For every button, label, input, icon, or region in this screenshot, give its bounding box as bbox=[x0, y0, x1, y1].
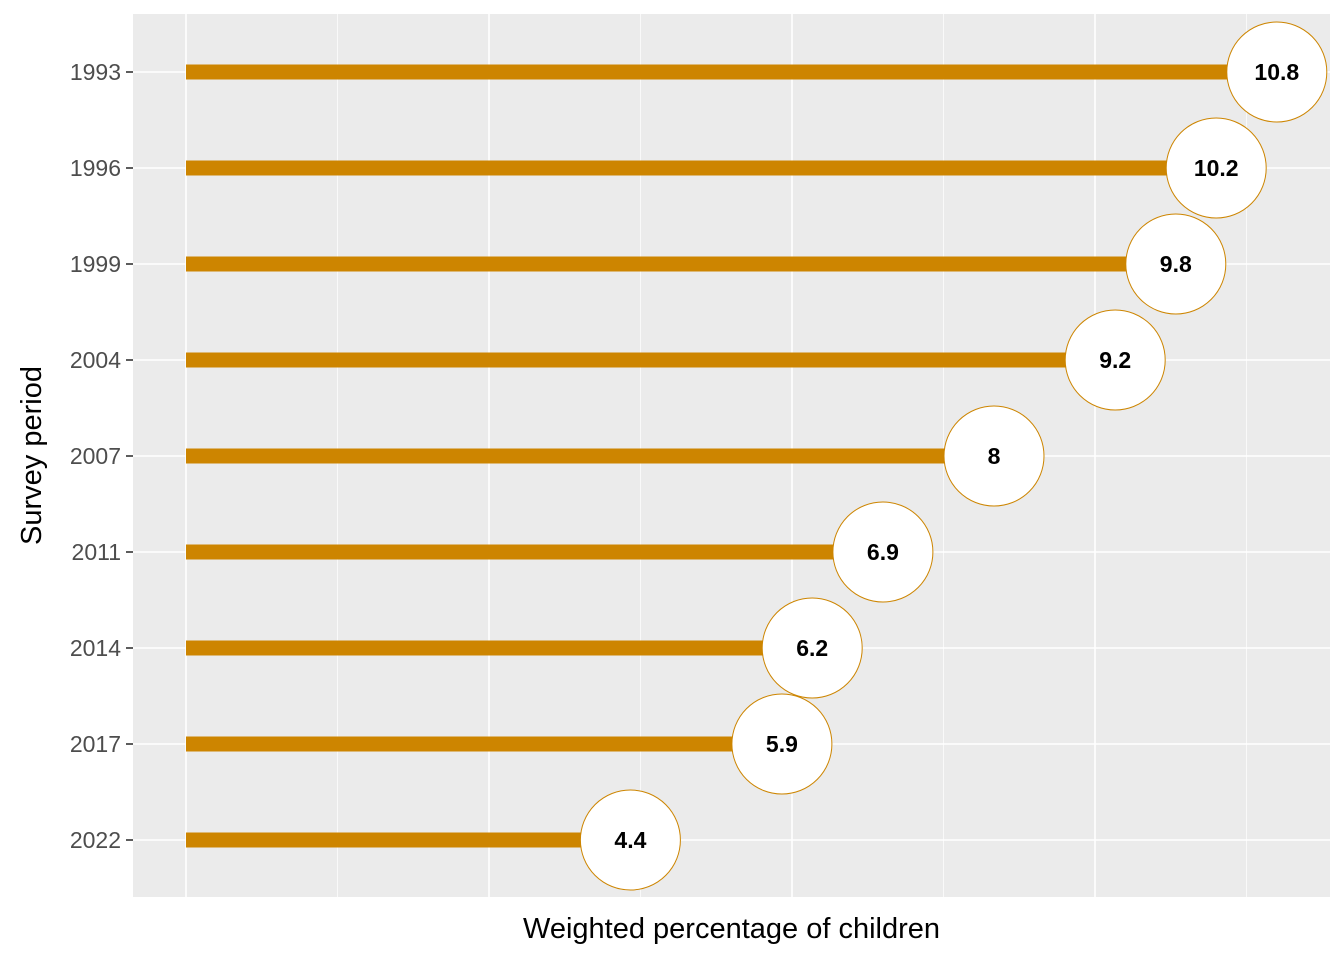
lollipop-circle bbox=[1125, 213, 1227, 315]
y-tick-label: 2014 bbox=[70, 635, 121, 661]
value-label: 4.4 bbox=[614, 827, 646, 853]
lollipop-circle bbox=[1064, 309, 1166, 411]
value-label: 6.9 bbox=[867, 539, 899, 565]
y-tick-label: 2004 bbox=[70, 347, 121, 373]
lollipop-circle bbox=[832, 501, 934, 603]
lollipop-circle bbox=[1226, 21, 1328, 123]
value-label: 8 bbox=[988, 443, 1001, 469]
y-tick-label: 2011 bbox=[72, 539, 121, 565]
y-tick-label: 2022 bbox=[70, 827, 121, 853]
lollipop-circle bbox=[731, 693, 833, 795]
x-axis-title: Weighted percentage of children bbox=[523, 913, 940, 945]
value-label: 10.8 bbox=[1254, 59, 1299, 85]
value-label: 10.2 bbox=[1194, 155, 1239, 181]
lollipop-circle bbox=[1165, 117, 1267, 219]
value-label: 9.8 bbox=[1160, 251, 1192, 277]
lollipop-circle bbox=[761, 597, 863, 699]
y-axis-title: Survey period bbox=[16, 366, 48, 545]
y-tick-label: 1993 bbox=[70, 59, 121, 85]
y-tick-label: 1999 bbox=[70, 251, 121, 277]
value-label: 6.2 bbox=[796, 635, 828, 661]
y-tick-label: 1996 bbox=[70, 155, 121, 181]
lollipop-circle bbox=[579, 789, 681, 891]
lollipop-circle bbox=[943, 405, 1045, 507]
y-axis: 1993 1996 1999 2004 2007 2011 2014 2017 2022 bbox=[70, 59, 133, 853]
y-tick-label: 2007 bbox=[70, 443, 121, 469]
y-tick-label: 2017 bbox=[70, 731, 121, 757]
value-label: 5.9 bbox=[766, 731, 798, 757]
chart-marks: 10.8 10.2 9.8 9.2 8 6.9 6.2 5.9 4.4 bbox=[186, 21, 1328, 891]
value-label: 9.2 bbox=[1099, 347, 1131, 373]
